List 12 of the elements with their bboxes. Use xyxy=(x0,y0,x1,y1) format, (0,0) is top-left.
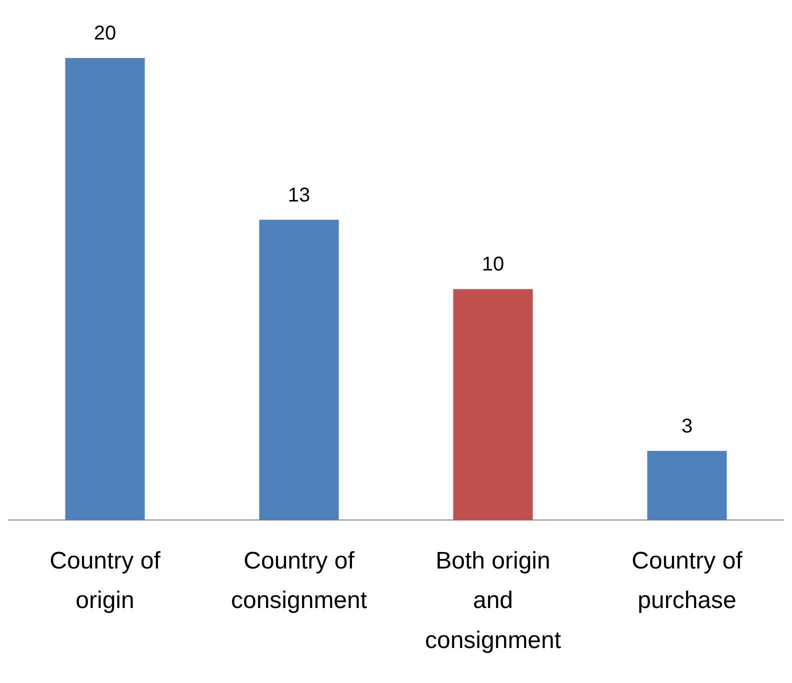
bar xyxy=(647,450,727,520)
x-tick-label: Country of origin xyxy=(50,548,161,614)
x-tick-label: Country of consignment xyxy=(230,548,368,614)
data-label: 13 xyxy=(288,184,310,206)
bar xyxy=(65,58,145,520)
x-tick-label: Both origin and consignment xyxy=(424,548,562,654)
x-tick-label: Country of purchase xyxy=(632,548,743,614)
data-label: 10 xyxy=(482,254,504,276)
bar xyxy=(453,289,533,520)
bar xyxy=(259,220,339,520)
data-label: 3 xyxy=(681,415,693,438)
data-label: 20 xyxy=(94,22,116,45)
